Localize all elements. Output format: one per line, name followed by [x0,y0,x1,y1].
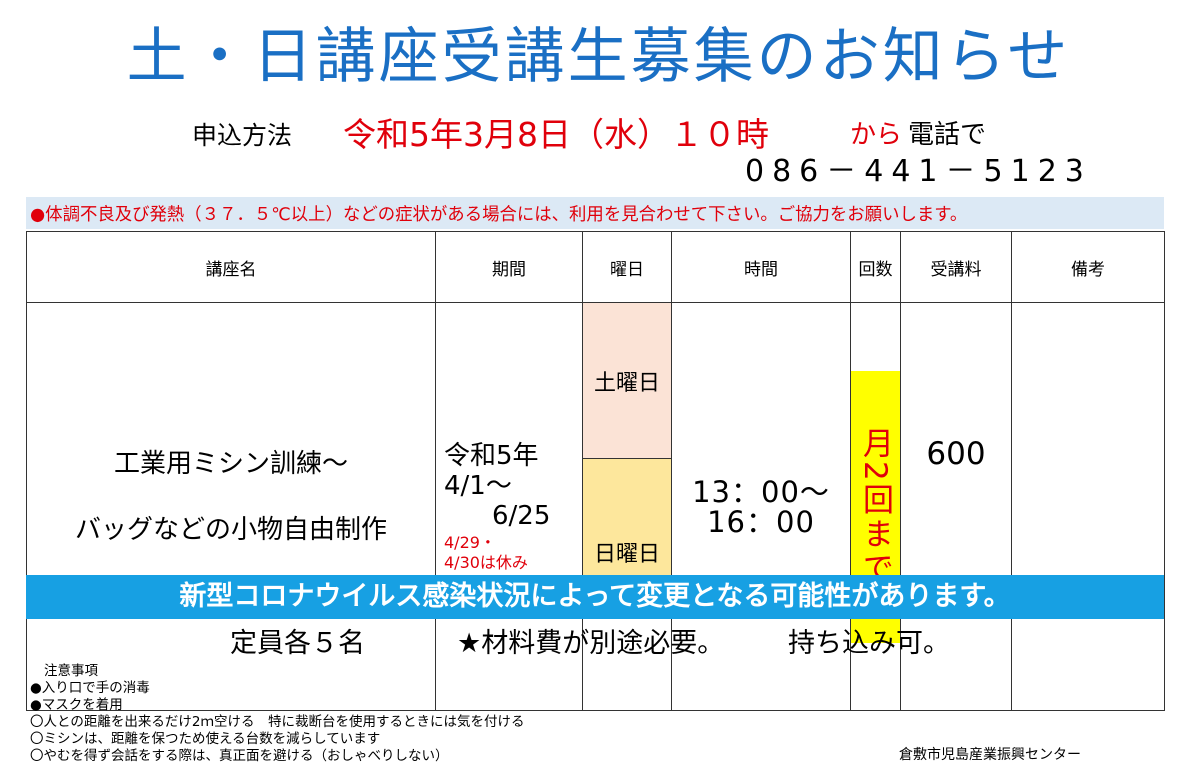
period-line-3: 6/25 [466,500,551,531]
note-item: 〇ミシンは、距離を保つため使える台数を減らしています [30,731,381,747]
course-name-cell: 工業用ミシン訓練～ バッグなどの小物自由制作 [26,302,436,711]
bring-in-text: 持ち込み可。 [788,628,950,659]
table-row: 工業用ミシン訓練～ バッグなどの小物自由制作 令和5年 4/1～ 6/25 4/… [26,302,1165,711]
time-line-2: 16：00 [707,504,815,539]
application-date: 令和5年3月8日（水）１０時 [343,115,769,154]
header-day: 曜日 [582,231,672,303]
note-item: ●マスクを着用 [30,697,123,713]
header-time: 時間 [671,231,851,303]
page-title: 土・日講座受講生募集のお知らせ [126,22,1071,92]
course-table: 講座名 期間 曜日 時間 回数 受講料 備考 工業用ミシン訓練～ バッグなどの小… [26,231,1165,711]
course-name-line-2: バッグなどの小物自由制作 [74,514,387,545]
period-note-line-2: 4/30は休み [444,552,528,572]
period-line-2: 4/1～ [444,470,512,501]
note-item: 〇やむを得ず会話をする際は、真正面を避ける（おしゃべりしない） [30,748,449,764]
course-name-line-1: 工業用ミシン訓練～ [113,448,348,479]
fee-cell: 600 [900,302,1012,711]
application-method-label: 申込方法 [192,121,293,150]
header-course-name: 講座名 [26,231,436,303]
period-note-line-1: 4/29・ [444,532,496,552]
table-header-row: 講座名 期間 曜日 時間 回数 受講料 備考 [26,231,1165,303]
phone-number: 086－441－5123 [745,154,1092,189]
time-cell: 13：00～ 16：00 [671,302,851,711]
warning-banner [26,197,1164,229]
day-saturday: 土曜日 [583,303,671,459]
capacity-text: 定員各５名 [230,628,365,659]
material-fee-text: ★材料費が別途必要。 [457,628,725,659]
remarks-cell [1011,302,1165,711]
day-cell: 土曜日 日曜日 [582,302,672,711]
fee-value: 600 [926,436,986,472]
header-period: 期間 [435,231,583,303]
organization-name: 倉敷市児島産業振興センター [899,747,1081,763]
header-fee: 受講料 [900,231,1012,303]
time-line-1: 13：00～ [692,474,830,509]
notes-title: 注意事項 [44,663,98,679]
application-kara: から [850,120,903,150]
count-text: 月2回まで [857,427,893,586]
day-sunday: 日曜日 [583,459,671,576]
warning-text: ●体調不良及び発熱（３７．５℃以上）などの症状がある場合には、利用を見合わせて下… [30,205,968,225]
period-cell: 令和5年 4/1～ 6/25 4/29・ 4/30は休み [435,302,583,711]
header-remarks: 備考 [1011,231,1165,303]
note-item: ●入り口で手の消毒 [30,680,150,696]
period-line-1: 令和5年 [444,440,539,471]
application-method: 電話で [908,120,987,150]
header-count: 回数 [850,231,901,303]
day-sunday-label: 日曜日 [593,542,660,567]
notice-banner: 新型コロナウイルス感染状況によって変更となる可能性があります。 [26,575,1164,619]
note-item: 〇人との距離を出来るだけ2ｍ空ける 特に裁断台を使用するときには気を付ける [30,714,525,730]
